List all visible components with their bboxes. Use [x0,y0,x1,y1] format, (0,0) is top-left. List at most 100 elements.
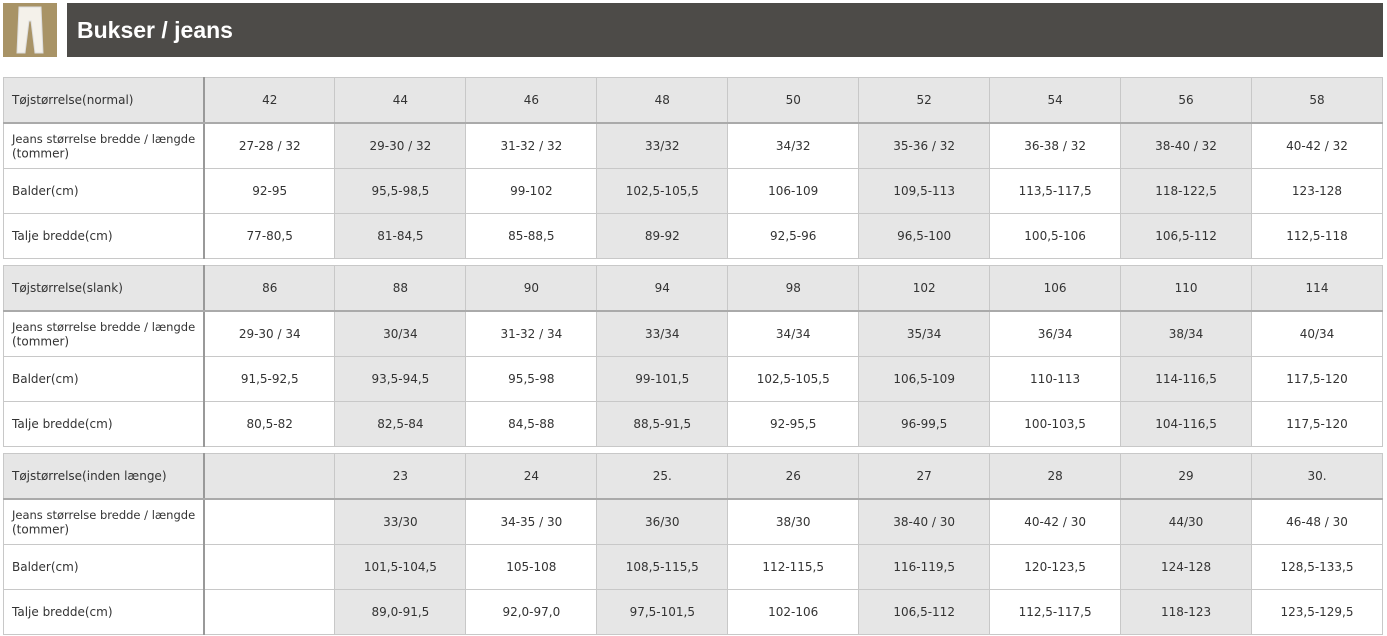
cell: 27 [858,453,991,500]
cell: 40/34 [1251,310,1383,357]
cell: 120-123,5 [989,544,1122,590]
cell: 106,5-112 [1120,213,1252,259]
label-unit: (tommer) [12,334,70,349]
row-label: Tøjstørrelse(slank) [3,265,205,312]
cell: 90 [465,265,598,312]
table-row: Tøjstørrelse(slank) 86 88 90 94 98 102 106 110 11… [3,265,1383,312]
cell: 106 [989,265,1122,312]
cell: 38-40 / 32 [1120,122,1252,169]
cell: 48 [596,77,729,124]
cell: 30/34 [334,310,467,357]
cell: 102,5-105,5 [596,168,729,214]
table-row: Balder(cm) 101,5-104,5 105-108 108,5-115,5 1… [3,544,1383,590]
size-table: Tøjstørrelse(normal) 42 44 46 48 50 52 54 56 58 Je… [3,77,1383,259]
cell: 29 [1120,453,1252,500]
cell: 85-88,5 [465,213,598,259]
cell: 124-128 [1120,544,1252,590]
cell: 99-101,5 [596,356,729,402]
cell: 96-99,5 [858,401,991,447]
cell: 46-48 / 30 [1251,498,1383,545]
row-label: Tøjstørrelse(normal) [3,77,205,124]
cell: 31-32 / 34 [465,310,598,357]
cell: 100-103,5 [989,401,1122,447]
row-label: Talje bredde(cm) [3,589,205,635]
cell: 99-102 [465,168,598,214]
cell: 106,5-109 [858,356,991,402]
cell: 92,5-96 [727,213,860,259]
table-row: Jeans størrelse bredde / længde(tommer) 3… [3,498,1383,545]
cell: 110 [1120,265,1252,312]
label-unit: (tommer) [12,146,70,161]
cell: 128,5-133,5 [1251,544,1383,590]
cell: 35/34 [858,310,991,357]
cell: 93,5-94,5 [334,356,467,402]
cell: 82,5-84 [334,401,467,447]
cell: 114-116,5 [1120,356,1252,402]
row-label: Jeans størrelse bredde / længde(tommer) [3,498,205,545]
cell: 33/34 [596,310,729,357]
cell: 104-116,5 [1120,401,1252,447]
cell: 97,5-101,5 [596,589,729,635]
cell: 80,5-82 [203,401,336,447]
cell: 56 [1120,77,1252,124]
cell: 23 [334,453,467,500]
cell: 117,5-120 [1251,401,1383,447]
cell: 100,5-106 [989,213,1122,259]
cell: 106-109 [727,168,860,214]
row-label: Jeans størrelse bredde / længde(tommer) [3,122,205,169]
cell: 38/30 [727,498,860,545]
cell: 33/30 [334,498,467,545]
cell [203,453,336,500]
cell: 92-95,5 [727,401,860,447]
cell: 46 [465,77,598,124]
cell: 118-123 [1120,589,1252,635]
table-row: Balder(cm) 91,5-92,5 93,5-94,5 95,5-98 99-10… [3,356,1383,402]
cell: 109,5-113 [858,168,991,214]
pants-icon [3,3,57,57]
table-row: Talje bredde(cm) 77-80,5 81-84,5 85-88,5 89-… [3,213,1383,259]
cell: 102,5-105,5 [727,356,860,402]
cell: 96,5-100 [858,213,991,259]
cell: 113,5-117,5 [989,168,1122,214]
cell: 28 [989,453,1122,500]
cell: 29-30 / 34 [203,310,336,357]
cell: 88 [334,265,467,312]
cell: 44/30 [1120,498,1252,545]
header-bar: Bukser / jeans [67,3,1383,57]
cell: 50 [727,77,860,124]
cell: 24 [465,453,598,500]
cell: 95,5-98,5 [334,168,467,214]
cell: 123,5-129,5 [1251,589,1383,635]
cell: 34/34 [727,310,860,357]
size-table: Tøjstørrelse(slank) 86 88 90 94 98 102 106 110 11… [3,265,1383,447]
label-main: Jeans størrelse bredde / længde [12,507,196,522]
cell: 35-36 / 32 [858,122,991,169]
label-main: Jeans størrelse bredde / længde [12,131,196,146]
cell: 58 [1251,77,1383,124]
cell: 94 [596,265,729,312]
row-label: Balder(cm) [3,544,205,590]
cell: 54 [989,77,1122,124]
cell: 117,5-120 [1251,356,1383,402]
cell: 123-128 [1251,168,1383,214]
cell: 92,0-97,0 [465,589,598,635]
cell: 36/34 [989,310,1122,357]
cell: 98 [727,265,860,312]
cell: 114 [1251,265,1383,312]
cell: 34/32 [727,122,860,169]
cell: 26 [727,453,860,500]
label-unit: (tommer) [12,522,70,537]
cell: 91,5-92,5 [203,356,336,402]
cell: 38/34 [1120,310,1252,357]
cell: 27-28 / 32 [203,122,336,169]
cell: 81-84,5 [334,213,467,259]
table-row: Tøjstørrelse(inden længe) 23 24 25. 26 27 28 29… [3,453,1383,500]
cell [203,544,336,590]
cell: 40-42 / 30 [989,498,1122,545]
title: Bukser / jeans [77,17,233,43]
size-table: Tøjstørrelse(inden længe) 23 24 25. 26 27 28 29… [3,453,1383,635]
table-row: Balder(cm) 92-95 95,5-98,5 99-102 102,5-105,… [3,168,1383,214]
cell: 89-92 [596,213,729,259]
row-label: Talje bredde(cm) [3,401,205,447]
cell: 106,5-112 [858,589,991,635]
